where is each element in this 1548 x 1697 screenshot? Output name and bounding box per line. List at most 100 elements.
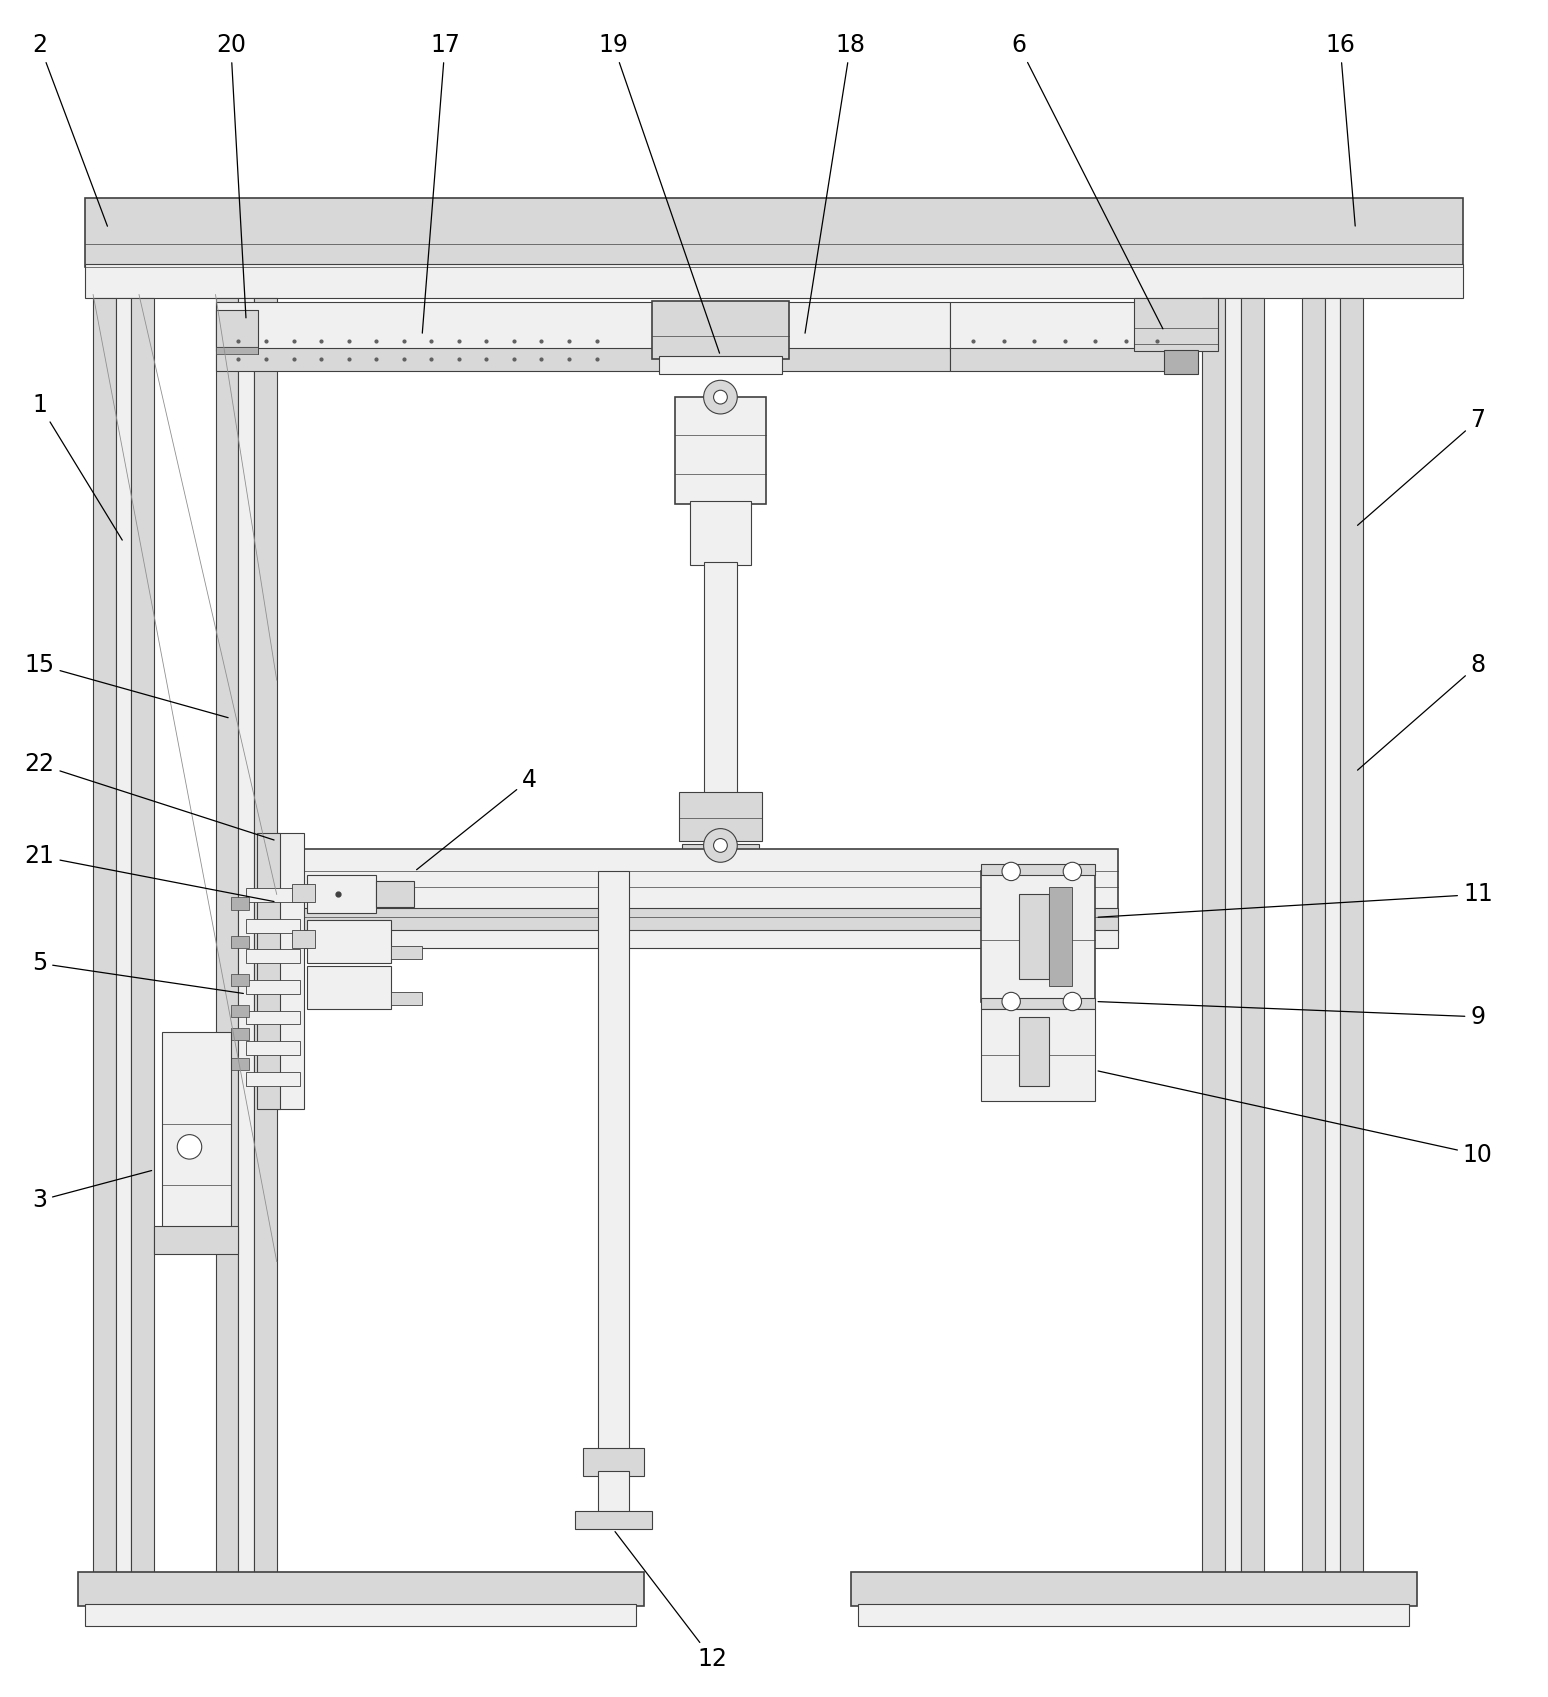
Bar [1240,297,1263,1575]
Text: 15: 15 [25,653,228,718]
Bar [980,1010,1096,1101]
Text: 7: 7 [1358,407,1486,526]
Text: 3: 3 [33,1171,152,1212]
Bar [1203,297,1226,1575]
Bar [85,265,1463,297]
Text: 22: 22 [25,752,274,840]
Bar [950,302,1195,351]
Bar [215,302,950,351]
Text: 4: 4 [416,767,537,871]
Bar [598,1471,628,1514]
Bar [858,1604,1409,1626]
Text: 10: 10 [1098,1071,1492,1166]
Bar [376,881,415,906]
Bar [680,792,762,840]
Bar [293,930,314,949]
Bar [1050,888,1073,986]
Text: 1: 1 [33,392,122,540]
Bar [231,1059,249,1071]
Circle shape [714,838,728,852]
Bar [85,199,1463,266]
Bar [1226,297,1240,1575]
Bar [690,501,751,565]
Bar [1325,297,1341,1575]
Circle shape [704,380,737,414]
Bar [704,562,737,794]
Bar [77,1571,644,1605]
Circle shape [1002,993,1020,1011]
Bar [246,1073,300,1086]
Bar [652,300,789,358]
Text: 18: 18 [805,34,865,333]
Bar [950,348,1195,372]
Bar [277,908,1118,933]
Bar [598,872,628,1453]
Bar [675,397,766,504]
Text: 5: 5 [33,952,243,993]
Bar [163,1032,231,1230]
Bar [392,993,423,1005]
Bar [215,297,238,1575]
Bar [293,884,314,903]
Bar [155,1227,238,1254]
Bar [85,1604,636,1626]
Circle shape [704,828,737,862]
Bar [1133,297,1218,351]
Text: 19: 19 [599,34,720,353]
Text: 2: 2 [33,34,107,226]
Bar [277,848,1118,910]
Bar [980,872,1096,1001]
Bar [1164,350,1198,373]
Bar [277,930,1118,949]
Bar [392,947,423,959]
Bar [231,1005,249,1017]
Circle shape [714,390,728,404]
Text: 12: 12 [615,1532,728,1672]
Bar [132,297,155,1575]
Bar [308,874,376,913]
Text: 6: 6 [1011,34,1163,329]
Bar [659,356,782,373]
Bar [231,935,249,949]
Bar [850,1571,1416,1605]
Text: 20: 20 [215,34,246,317]
Circle shape [1002,862,1020,881]
Bar [308,966,392,1010]
Text: 8: 8 [1358,653,1486,770]
Bar [980,864,1096,874]
Bar [1019,1017,1050,1086]
Bar [231,898,249,910]
Circle shape [178,1135,201,1159]
Bar [1302,297,1325,1575]
Circle shape [1063,993,1082,1011]
Bar [215,311,259,346]
Bar [215,346,259,355]
Text: 9: 9 [1098,1001,1486,1028]
Bar [277,833,305,1108]
Bar [246,981,300,994]
Bar [576,1510,652,1529]
Bar [246,1011,300,1025]
Bar [257,833,280,1108]
Bar [231,1027,249,1040]
Bar [238,297,254,1575]
Bar [215,348,950,372]
Bar [116,297,132,1575]
Bar [683,843,759,888]
Text: 21: 21 [25,843,274,901]
Bar [246,918,300,933]
Circle shape [1063,862,1082,881]
Bar [231,974,249,986]
Bar [246,1042,300,1056]
Bar [582,1448,644,1476]
Text: 17: 17 [423,34,460,333]
Bar [1341,297,1364,1575]
Bar [246,950,300,964]
Bar [308,920,392,964]
Bar [93,297,116,1575]
Text: 11: 11 [1098,882,1492,916]
Bar [1019,894,1050,979]
Bar [980,998,1096,1010]
Text: 16: 16 [1325,34,1354,226]
Bar [246,888,300,903]
